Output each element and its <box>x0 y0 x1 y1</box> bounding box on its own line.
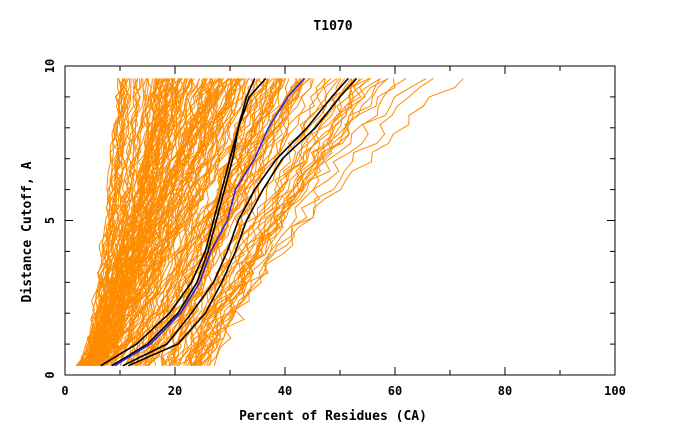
x-axis-title: Percent of Residues (CA) <box>239 409 427 424</box>
x-tick-label-20: 20 <box>168 384 182 398</box>
other-model-line <box>82 78 205 366</box>
other-model-curves <box>75 77 464 367</box>
other-model-line <box>144 78 303 366</box>
other-model-line <box>130 78 280 366</box>
other-model-line <box>191 78 326 366</box>
highlight-series-4 <box>127 77 358 367</box>
y-tick-label-10: 10 <box>43 59 57 73</box>
other-model-line <box>111 78 230 366</box>
other-model-line <box>190 77 338 366</box>
other-model-line <box>206 77 434 366</box>
other-model-line <box>101 78 223 366</box>
other-model-line <box>160 78 261 366</box>
tick-labels: 0 20 40 60 80 100 0 5 10 <box>43 59 626 398</box>
other-model-line <box>81 78 185 367</box>
x-tick-label-100: 100 <box>604 384 626 398</box>
axis-ticks <box>64 65 616 376</box>
highlighted-model-curves <box>100 77 358 367</box>
other-model-line <box>177 78 362 367</box>
x-tick-label-80: 80 <box>498 384 512 398</box>
other-model-line <box>120 78 224 366</box>
other-model-line <box>213 77 407 366</box>
other-model-line <box>87 78 126 366</box>
other-model-line <box>89 78 187 366</box>
highlight-series-3 <box>122 77 349 367</box>
other-model-line <box>193 78 464 366</box>
other-model-line <box>125 78 266 366</box>
other-model-line <box>139 78 250 366</box>
x-tick-label-40: 40 <box>278 384 292 398</box>
other-model-line <box>189 78 340 367</box>
chart-title: T1070 <box>313 19 352 34</box>
other-model-line <box>102 78 188 366</box>
y-tick-label-5: 5 <box>43 217 57 224</box>
other-model-line <box>130 78 240 366</box>
y-axis-title: Distance Cutoff, A <box>20 161 35 302</box>
other-model-line <box>178 77 389 366</box>
other-model-line <box>89 78 184 366</box>
other-model-line <box>84 78 159 367</box>
other-model-line <box>135 78 247 367</box>
other-model-line <box>197 78 371 366</box>
other-model-line <box>89 78 217 367</box>
x-tick-label-0: 0 <box>61 384 68 398</box>
other-model-line <box>123 78 287 366</box>
other-model-line <box>80 78 125 366</box>
x-tick-label-60: 60 <box>388 384 402 398</box>
highlight-series-1 <box>111 77 267 367</box>
other-model-line <box>187 78 301 366</box>
other-model-line <box>94 78 210 367</box>
other-model-line <box>120 78 281 366</box>
other-model-line <box>109 78 193 366</box>
other-model-line <box>169 78 278 366</box>
other-model-line <box>85 78 239 367</box>
highlight-series-0 <box>100 78 256 367</box>
other-model-line <box>89 78 188 366</box>
other-model-line <box>152 78 270 366</box>
other-model-line <box>103 78 183 366</box>
other-model-line <box>169 78 233 366</box>
other-model-line <box>89 78 181 366</box>
other-model-line <box>186 78 342 366</box>
other-model-line <box>83 78 131 366</box>
other-model-line <box>99 78 225 367</box>
other-model-line <box>115 78 269 366</box>
other-model-line <box>200 77 427 366</box>
highlight-series-2 <box>114 77 305 367</box>
y-tick-label-0: 0 <box>43 371 57 378</box>
other-model-line <box>87 78 179 366</box>
other-model-line <box>129 78 229 366</box>
other-model-line <box>198 78 396 366</box>
other-model-line <box>106 78 229 366</box>
